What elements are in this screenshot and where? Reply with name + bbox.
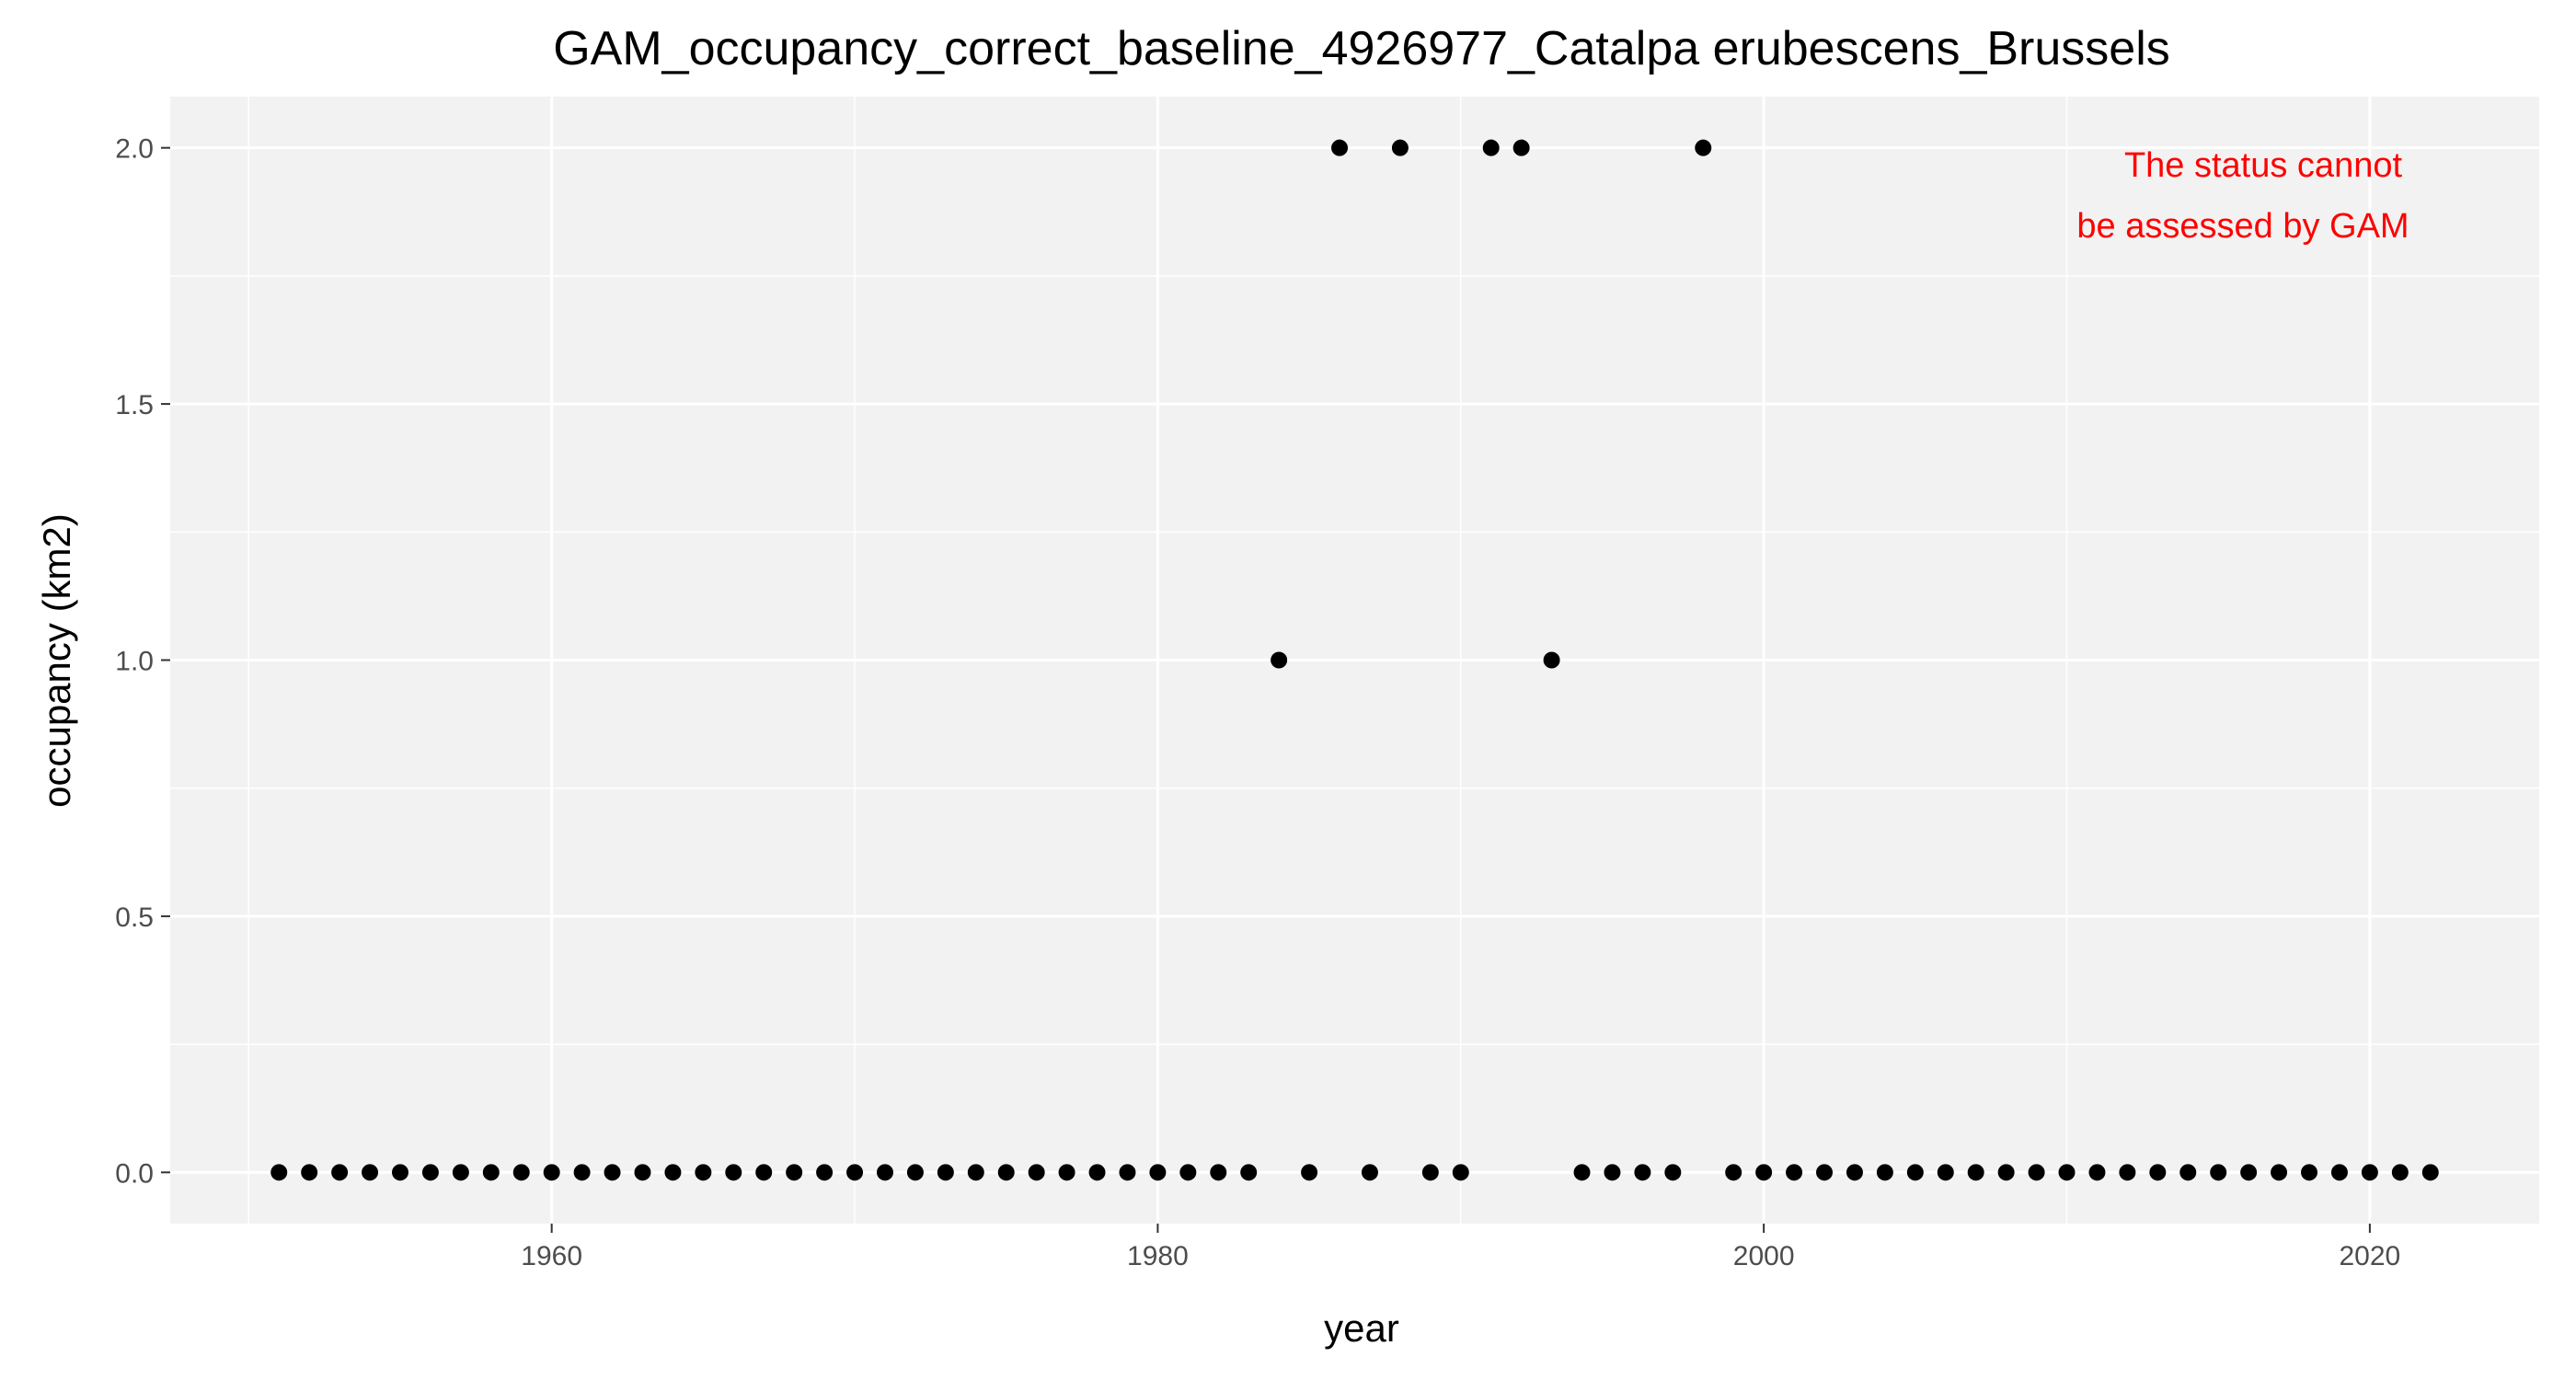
data-point — [2240, 1164, 2258, 1181]
data-points — [270, 139, 2439, 1181]
data-point — [1028, 1164, 1045, 1181]
data-point — [846, 1164, 864, 1181]
data-point — [1543, 651, 1560, 669]
data-point — [1725, 1164, 1742, 1181]
data-point — [1210, 1164, 1227, 1181]
data-point — [391, 1164, 408, 1181]
data-point — [2149, 1164, 2167, 1181]
data-point — [573, 1164, 591, 1181]
x-tick-label: 2020 — [2340, 1241, 2401, 1271]
data-point — [725, 1164, 742, 1181]
data-point — [1331, 139, 1349, 156]
data-point — [452, 1164, 469, 1181]
data-point — [1786, 1164, 1803, 1181]
data-point — [1452, 1164, 1469, 1181]
data-point — [1967, 1164, 1984, 1181]
status-annotation: The status cannot be assessed by GAM — [2076, 146, 2409, 246]
data-point — [695, 1164, 712, 1181]
x-tick-label: 1960 — [521, 1241, 582, 1271]
data-point — [1179, 1164, 1197, 1181]
x-tick-label: 1980 — [1127, 1241, 1189, 1271]
data-point — [2330, 1164, 2348, 1181]
data-point — [1997, 1164, 2015, 1181]
data-point — [301, 1164, 318, 1181]
data-point — [1512, 139, 1530, 156]
x-axis: 1960 1980 2000 2020 — [521, 1224, 2400, 1271]
data-point — [876, 1164, 893, 1181]
chart-title: GAM_occupancy_correct_baseline_4926977_C… — [553, 22, 2170, 75]
data-point — [362, 1164, 379, 1181]
y-axis-title: occupancy (km2) — [35, 513, 78, 808]
data-point — [1149, 1164, 1167, 1181]
data-point — [1271, 651, 1288, 669]
data-point — [1695, 139, 1712, 156]
data-point — [1755, 1164, 1773, 1181]
data-point — [543, 1164, 560, 1181]
data-point — [786, 1164, 803, 1181]
y-axis-ticks — [161, 146, 170, 1174]
data-point — [997, 1164, 1015, 1181]
data-point — [604, 1164, 621, 1181]
x-tick-label: 2000 — [1733, 1241, 1795, 1271]
annotation-line-2: be assessed by GAM — [2076, 207, 2409, 246]
data-point — [512, 1164, 530, 1181]
y-tick-label: 2.0 — [115, 134, 154, 165]
data-point — [755, 1164, 773, 1181]
data-point — [331, 1164, 349, 1181]
annotation-line-1: The status cannot — [2124, 146, 2403, 185]
data-point — [1421, 1164, 1439, 1181]
major-gridlines — [170, 97, 2539, 1224]
data-point — [1301, 1164, 1318, 1181]
data-point — [1604, 1164, 1621, 1181]
data-point — [2361, 1164, 2378, 1181]
data-point — [270, 1164, 288, 1181]
data-point — [1937, 1164, 1954, 1181]
data-point — [2301, 1164, 2318, 1181]
data-point — [1119, 1164, 1136, 1181]
data-point — [1240, 1164, 1258, 1181]
data-point — [967, 1164, 984, 1181]
data-point — [1906, 1164, 1924, 1181]
data-point — [2210, 1164, 2227, 1181]
data-point — [2179, 1164, 2197, 1181]
x-axis-ticks — [550, 1224, 2371, 1233]
data-point — [816, 1164, 834, 1181]
data-point — [1482, 139, 1500, 156]
data-point — [2391, 1164, 2409, 1181]
data-point — [1634, 1164, 1651, 1181]
data-point — [2271, 1164, 2288, 1181]
y-tick-label: 1.0 — [115, 647, 154, 677]
data-point — [2421, 1164, 2439, 1181]
data-point — [1846, 1164, 1863, 1181]
data-point — [906, 1164, 924, 1181]
data-point — [2088, 1164, 2106, 1181]
x-axis-tick-labels: 1960 1980 2000 2020 — [521, 1241, 2400, 1271]
data-point — [2119, 1164, 2136, 1181]
y-axis-tick-labels: 0.0 0.5 1.0 1.5 2.0 — [115, 134, 154, 1190]
data-point — [482, 1164, 500, 1181]
data-point — [634, 1164, 651, 1181]
data-point — [1573, 1164, 1591, 1181]
y-tick-label: 0.5 — [115, 903, 154, 933]
data-point — [1391, 139, 1409, 156]
y-axis: 0.0 0.5 1.0 1.5 2.0 — [115, 134, 170, 1190]
y-tick-label: 0.0 — [115, 1158, 154, 1189]
data-point — [421, 1164, 439, 1181]
data-point — [1058, 1164, 1075, 1181]
data-point — [2028, 1164, 2045, 1181]
data-point — [1816, 1164, 1834, 1181]
y-tick-label: 1.5 — [115, 390, 154, 420]
data-point — [2058, 1164, 2076, 1181]
x-axis-title: year — [1324, 1306, 1399, 1350]
data-point — [937, 1164, 954, 1181]
data-point — [1088, 1164, 1106, 1181]
data-point — [1664, 1164, 1682, 1181]
data-point — [664, 1164, 682, 1181]
data-point — [1876, 1164, 1893, 1181]
data-point — [1361, 1164, 1378, 1181]
